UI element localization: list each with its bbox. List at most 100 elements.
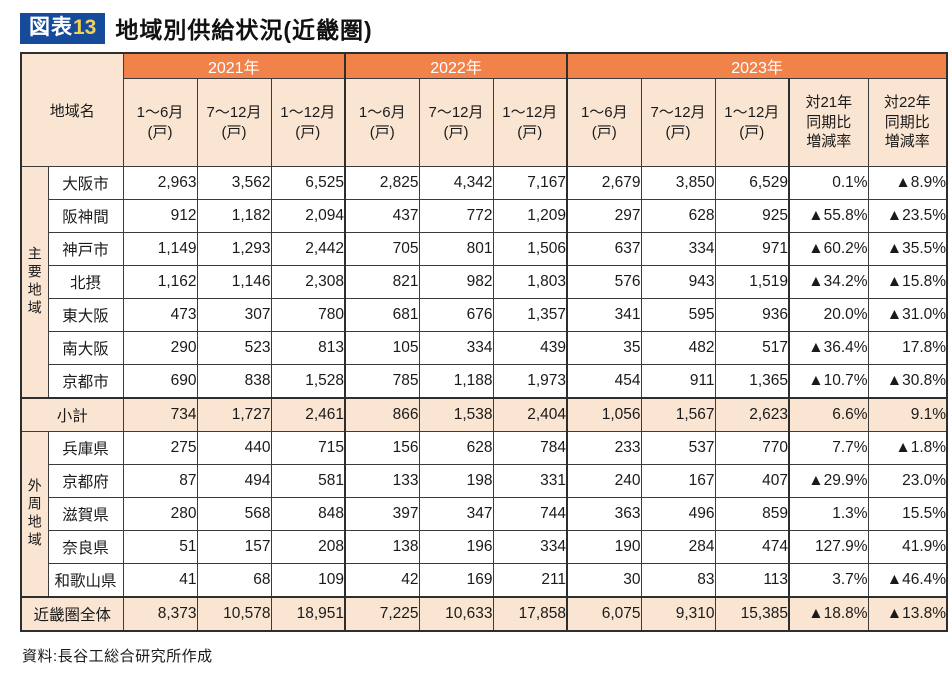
value-cell: 7,167 xyxy=(492,166,568,200)
group-label-outer: 外周地域 xyxy=(20,431,49,598)
col-header: 対22年 同期比 増減率 xyxy=(867,78,948,167)
value-cell: 169 xyxy=(418,563,494,598)
value-cell: 2,623 xyxy=(714,397,790,432)
value-cell: 0.1% xyxy=(788,166,869,200)
value-cell: 1,727 xyxy=(196,397,272,432)
year-header-2022: 2022年 xyxy=(344,52,568,79)
page-title: 地域別供給状況(近畿圏) xyxy=(115,17,373,43)
figure-badge: 図表13 xyxy=(20,12,106,44)
value-cell: 925 xyxy=(714,199,790,233)
value-cell: 1,209 xyxy=(492,199,568,233)
value-cell: 628 xyxy=(418,431,494,465)
region-name-cell: 北摂 xyxy=(47,265,124,299)
value-cell: ▲30.8% xyxy=(867,364,948,399)
col-header: 1〜12月 (戸) xyxy=(714,78,790,167)
value-cell: 821 xyxy=(344,265,420,299)
value-cell: 1,365 xyxy=(714,364,790,399)
value-cell: 440 xyxy=(196,431,272,465)
value-cell: 595 xyxy=(640,298,716,332)
value-cell: 1,567 xyxy=(640,397,716,432)
value-cell: 2,094 xyxy=(270,199,346,233)
col-header: 1〜12月 (戸) xyxy=(270,78,346,167)
value-cell: 42 xyxy=(344,563,420,598)
value-cell: 6,075 xyxy=(566,596,642,632)
table-row: 外周地域 兵庫県 275 440 715 156 628 784 233 537… xyxy=(20,431,948,598)
value-cell: 1,162 xyxy=(122,265,198,299)
region-name-cell: 京都府 xyxy=(47,464,124,498)
value-cell: 473 xyxy=(122,298,198,332)
year-header-2023: 2023年 xyxy=(566,52,948,79)
value-cell: 690 xyxy=(122,364,198,399)
sub-header-row: 1〜6月 (戸) 7〜12月 (戸) 1〜12月 (戸) 1〜6月 (戸) 7〜… xyxy=(21,78,948,167)
value-cell: 859 xyxy=(714,497,790,531)
table-row: 滋賀県 280 568 848 397 347 744 363 496 859 … xyxy=(21,497,948,531)
value-cell: ▲10.7% xyxy=(788,364,869,399)
region-name-cell: 神戸市 xyxy=(47,232,124,266)
year-header-2021: 2021年 xyxy=(122,52,346,79)
table-row: 南大阪 290 523 813 105 334 439 35 482 517 ▲… xyxy=(21,331,948,365)
region-name-cell: 滋賀県 xyxy=(47,497,124,531)
value-cell: 780 xyxy=(270,298,346,332)
value-cell: 208 xyxy=(270,530,346,564)
value-cell: 334 xyxy=(492,530,568,564)
value-cell: 1,803 xyxy=(492,265,568,299)
value-cell: 68 xyxy=(196,563,272,598)
value-cell: 341 xyxy=(566,298,642,332)
value-cell: 3.7% xyxy=(788,563,869,598)
total-row: 近畿圏全体 8,373 10,578 18,951 7,225 10,633 1… xyxy=(20,596,948,632)
value-cell: 1,973 xyxy=(492,364,568,399)
value-cell: 637 xyxy=(566,232,642,266)
value-cell: 87 xyxy=(122,464,198,498)
value-cell: ▲36.4% xyxy=(788,331,869,365)
region-name-cell: 奈良県 xyxy=(47,530,124,564)
value-cell: 275 xyxy=(122,431,198,465)
value-cell: ▲29.9% xyxy=(788,464,869,498)
value-cell: 41 xyxy=(122,563,198,598)
subtotal-label: 小計 xyxy=(20,397,124,432)
subtotal-row: 小計 734 1,727 2,461 866 1,538 2,404 1,056… xyxy=(20,397,948,432)
table-row: 北摂 1,162 1,146 2,308 821 982 1,803 576 9… xyxy=(21,265,948,299)
value-cell: 6,525 xyxy=(270,166,346,200)
value-cell: 196 xyxy=(418,530,494,564)
year-header-row: 地域名 2021年 2022年 2023年 xyxy=(20,52,948,167)
col-header: 7〜12月 (戸) xyxy=(196,78,272,167)
figure-badge-label: 図表 xyxy=(29,15,73,39)
title-bar: 図表13 地域別供給状況(近畿圏) xyxy=(0,0,951,45)
value-cell: 437 xyxy=(344,199,420,233)
col-header: 7〜12月 (戸) xyxy=(418,78,494,167)
value-cell: 581 xyxy=(270,464,346,498)
value-cell: 190 xyxy=(566,530,642,564)
value-cell: 138 xyxy=(344,530,420,564)
value-cell: 1,506 xyxy=(492,232,568,266)
col-header: 1〜6月 (戸) xyxy=(344,78,420,167)
value-cell: 9,310 xyxy=(640,596,716,632)
value-cell: 9.1% xyxy=(867,397,948,432)
value-cell: ▲35.5% xyxy=(867,232,948,266)
table-row: 京都府 87 494 581 133 198 331 240 167 407 ▲… xyxy=(21,464,948,498)
value-cell: 3,562 xyxy=(196,166,272,200)
value-cell: 496 xyxy=(640,497,716,531)
value-cell: 18,951 xyxy=(270,596,346,632)
value-cell: 1,538 xyxy=(418,397,494,432)
table-row: 京都市 690 838 1,528 785 1,188 1,973 454 91… xyxy=(21,364,948,399)
value-cell: 109 xyxy=(270,563,346,598)
value-cell: 347 xyxy=(418,497,494,531)
value-cell: ▲18.8% xyxy=(788,596,869,632)
value-cell: 30 xyxy=(566,563,642,598)
figure-badge-number: 13 xyxy=(73,15,97,39)
value-cell: 17,858 xyxy=(492,596,568,632)
value-cell: 334 xyxy=(418,331,494,365)
value-cell: 628 xyxy=(640,199,716,233)
table-row: 奈良県 51 157 208 138 196 334 190 284 474 1… xyxy=(21,530,948,564)
region-name-cell: 兵庫県 xyxy=(47,431,124,465)
value-cell: 167 xyxy=(640,464,716,498)
value-cell: ▲8.9% xyxy=(867,166,948,200)
value-cell: 2,825 xyxy=(344,166,420,200)
value-cell: 982 xyxy=(418,265,494,299)
value-cell: 848 xyxy=(270,497,346,531)
value-cell: 744 xyxy=(492,497,568,531)
col-header: 対21年 同期比 増減率 xyxy=(788,78,869,167)
value-cell: 838 xyxy=(196,364,272,399)
value-cell: 770 xyxy=(714,431,790,465)
value-cell: 2,679 xyxy=(566,166,642,200)
